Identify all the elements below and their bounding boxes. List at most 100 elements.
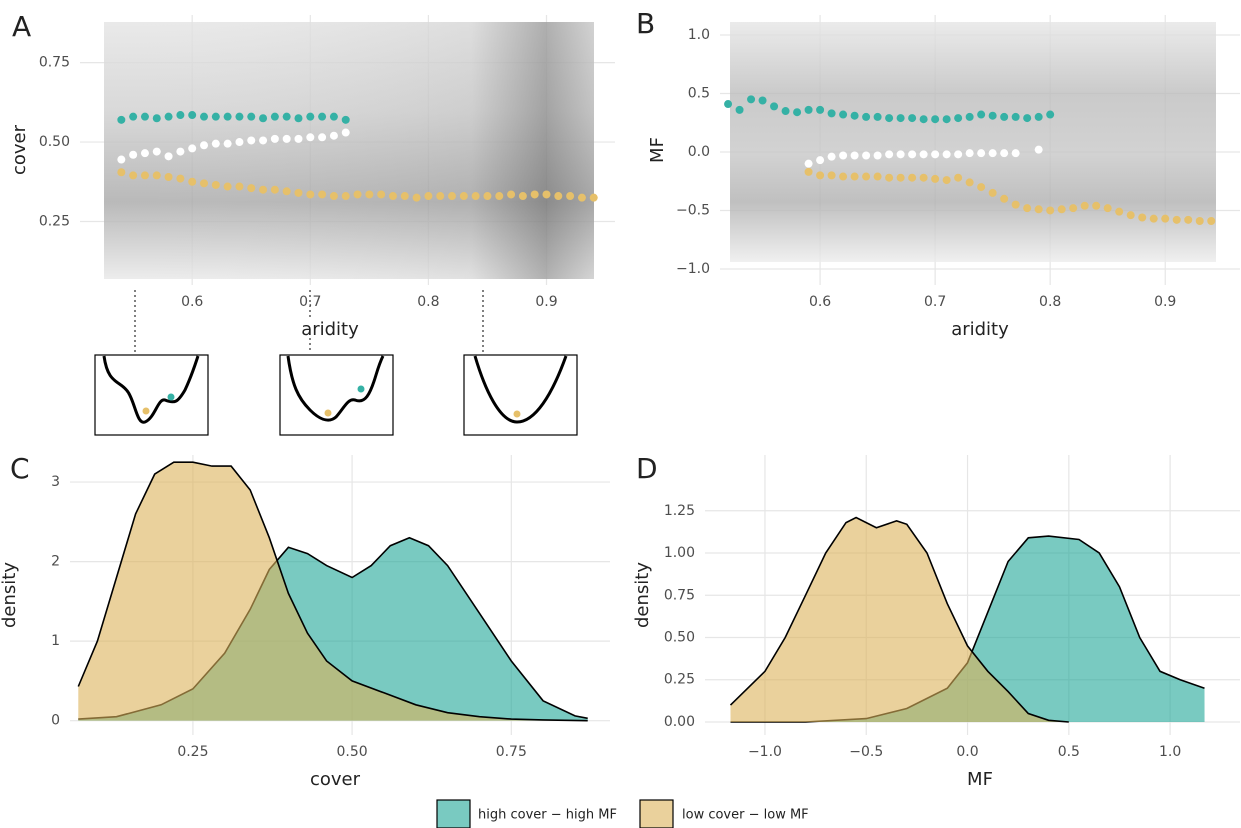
- y-tick-label: 1.00: [664, 545, 695, 561]
- point: [977, 110, 986, 119]
- point: [459, 192, 468, 201]
- legend: high cover − high MF low cover − low MF: [436, 799, 809, 828]
- point: [1149, 214, 1158, 223]
- point: [850, 172, 859, 181]
- point: [152, 147, 161, 156]
- insets: [94, 290, 578, 436]
- point: [117, 115, 126, 124]
- point: [1172, 215, 1181, 224]
- point: [931, 174, 940, 183]
- y-tick-label: 2: [51, 554, 60, 570]
- point: [827, 109, 836, 118]
- point: [1034, 145, 1043, 154]
- point: [885, 150, 894, 159]
- panel-label: B: [636, 7, 655, 40]
- point: [1046, 110, 1055, 119]
- point: [735, 105, 744, 114]
- point: [896, 173, 905, 182]
- point: [942, 150, 951, 159]
- legend-swatch: [436, 799, 471, 828]
- point: [873, 151, 882, 160]
- point: [908, 150, 917, 159]
- point: [954, 173, 963, 182]
- point: [1034, 205, 1043, 214]
- point: [188, 177, 197, 186]
- point: [896, 150, 905, 159]
- point: [919, 150, 928, 159]
- point: [400, 192, 409, 201]
- point: [270, 112, 279, 121]
- y-tick-label: 0.25: [39, 213, 70, 229]
- point: [235, 112, 244, 121]
- point: [507, 190, 516, 199]
- x-axis-title: MF: [967, 769, 993, 790]
- point: [542, 190, 551, 199]
- panel-label: D: [636, 452, 658, 485]
- point: [1046, 206, 1055, 215]
- point: [176, 174, 185, 183]
- point: [919, 115, 928, 124]
- point: [318, 133, 327, 142]
- point: [1195, 217, 1204, 226]
- x-axis-title: aridity: [301, 319, 359, 340]
- point: [412, 193, 421, 202]
- point: [365, 190, 374, 199]
- point: [329, 131, 338, 140]
- density-line: [77, 461, 588, 722]
- x-tick-label: 0.8: [417, 294, 439, 310]
- point: [724, 100, 733, 109]
- point: [318, 190, 327, 199]
- y-tick-label: 0.50: [39, 134, 70, 150]
- point: [1184, 215, 1193, 224]
- point: [1080, 201, 1089, 210]
- point: [270, 185, 279, 194]
- x-tick-label: 0.0: [956, 744, 978, 760]
- point: [388, 192, 397, 201]
- point: [589, 193, 598, 202]
- y-tick-label: 0.75: [664, 587, 695, 603]
- point: [577, 193, 586, 202]
- point: [129, 112, 138, 121]
- point: [259, 114, 268, 123]
- point: [804, 159, 813, 168]
- point: [977, 183, 986, 192]
- point: [306, 190, 315, 199]
- x-tick-label: 0.25: [177, 744, 208, 760]
- point: [885, 173, 894, 182]
- point: [471, 192, 480, 201]
- point: [977, 149, 986, 158]
- point: [129, 150, 138, 159]
- x-axis-title: aridity: [951, 319, 1009, 340]
- y-tick-label: −0.5: [676, 202, 710, 218]
- point: [247, 112, 256, 121]
- x-tick-label: 0.8: [1039, 294, 1061, 310]
- point: [1138, 213, 1147, 222]
- point: [747, 95, 756, 104]
- point: [188, 111, 197, 120]
- point: [942, 176, 951, 185]
- y-tick-label: 0.00: [664, 714, 695, 730]
- point: [247, 136, 256, 145]
- point: [988, 149, 997, 158]
- point: [329, 192, 338, 201]
- point: [259, 185, 268, 194]
- density-heatmap: [104, 22, 1216, 279]
- point: [770, 102, 779, 111]
- point: [827, 171, 836, 180]
- legend-label: low cover − low MF: [682, 808, 809, 823]
- point: [377, 190, 386, 199]
- point: [1161, 214, 1170, 223]
- point: [223, 139, 232, 148]
- point: [1011, 112, 1020, 121]
- point: [1034, 112, 1043, 121]
- point: [129, 171, 138, 180]
- point: [294, 134, 303, 143]
- point: [436, 192, 445, 201]
- point: [1092, 201, 1101, 210]
- point: [862, 151, 871, 160]
- point: [341, 128, 350, 137]
- point: [117, 168, 126, 177]
- point: [965, 112, 974, 121]
- point: [954, 150, 963, 159]
